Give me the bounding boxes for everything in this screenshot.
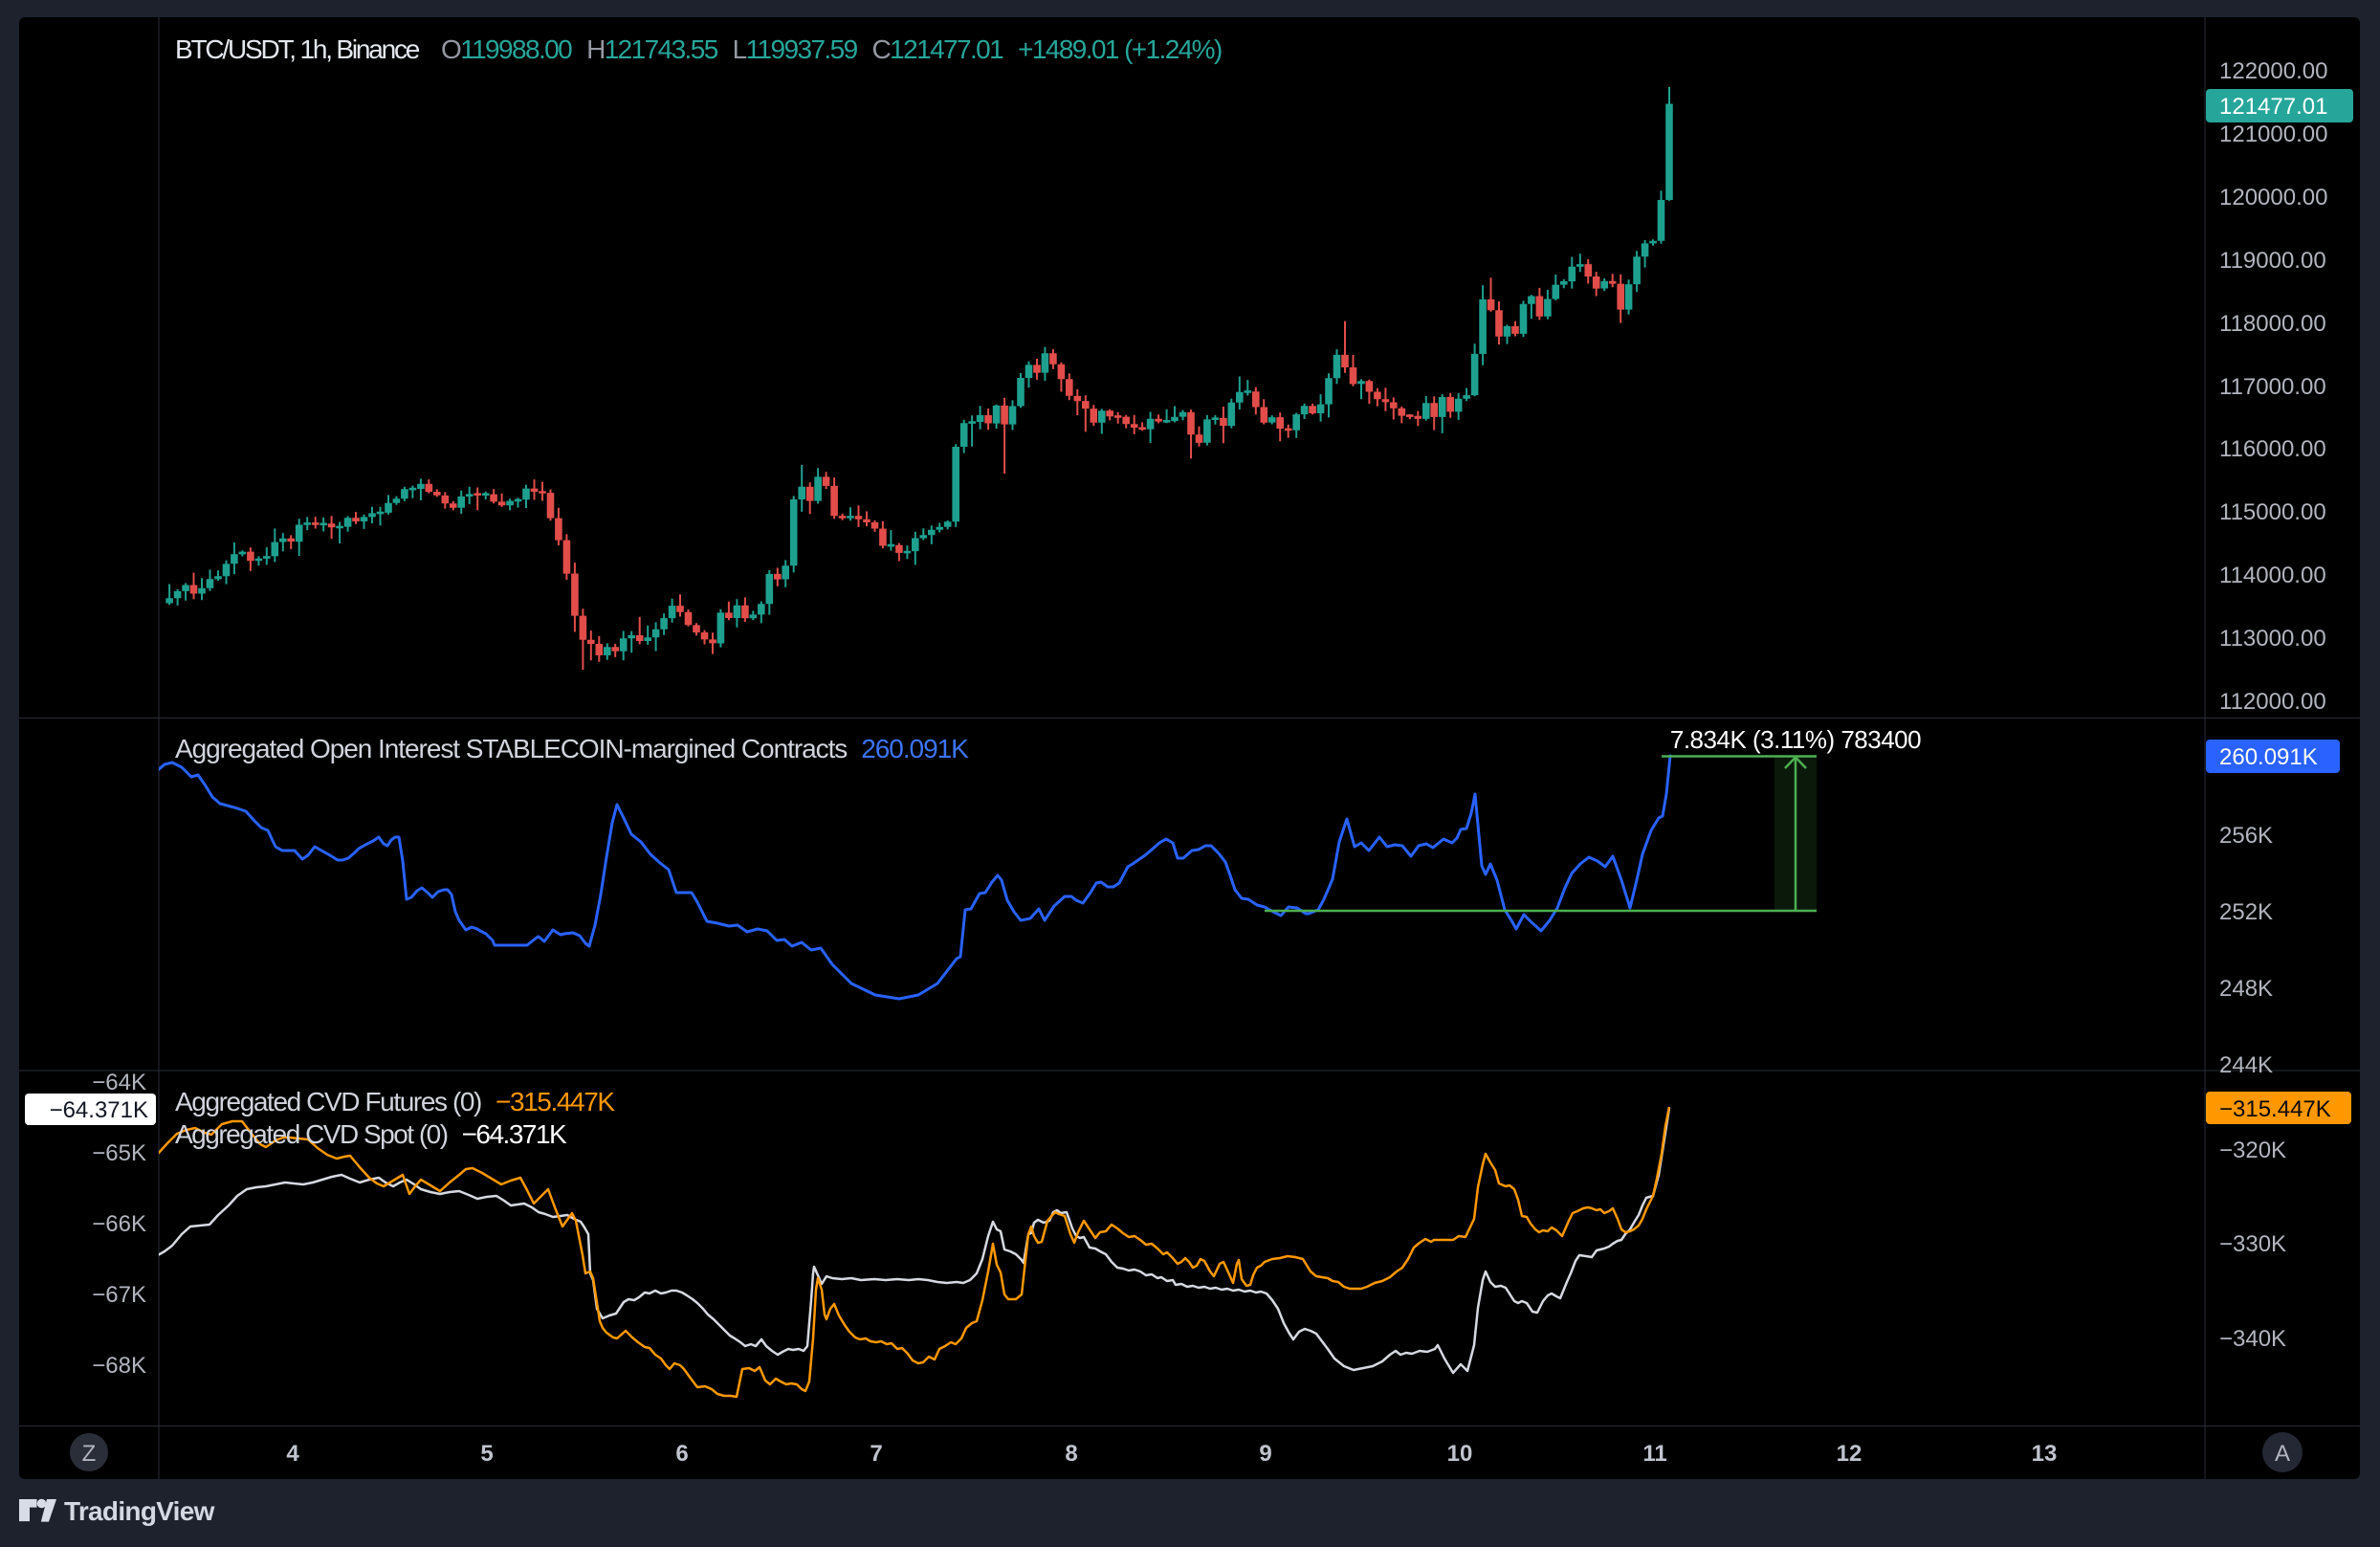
svg-text:117000.00: 117000.00 (2219, 374, 2326, 400)
svg-text:4: 4 (286, 1441, 299, 1467)
svg-text:−64K: −64K (92, 1070, 146, 1095)
svg-text:−330K: −330K (2219, 1231, 2286, 1257)
svg-text:121477.01: 121477.01 (2219, 94, 2327, 120)
svg-text:256K: 256K (2219, 823, 2273, 849)
svg-text:252K: 252K (2219, 899, 2273, 925)
svg-text:122000.00: 122000.00 (2219, 58, 2327, 84)
svg-text:12: 12 (1837, 1441, 1862, 1467)
svg-text:−320K: −320K (2219, 1138, 2286, 1163)
svg-text:Aggregated CVD Spot (0)−64.371: Aggregated CVD Spot (0) −64.371K (175, 1119, 567, 1149)
svg-text:5: 5 (480, 1441, 493, 1467)
svg-text:260.091K: 260.091K (2219, 744, 2318, 770)
svg-text:−67K: −67K (92, 1282, 146, 1308)
svg-text:6: 6 (675, 1441, 688, 1467)
svg-text:9: 9 (1259, 1441, 1271, 1467)
svg-text:121000.00: 121000.00 (2219, 122, 2327, 147)
svg-text:Z: Z (82, 1441, 97, 1467)
svg-text:−66K: −66K (92, 1211, 146, 1237)
svg-text:118000.00: 118000.00 (2219, 311, 2326, 337)
svg-text:11: 11 (1642, 1441, 1666, 1467)
svg-text:7.834K (3.11%) 783400: 7.834K (3.11%) 783400 (1670, 725, 1921, 754)
svg-text:10: 10 (1447, 1441, 1473, 1467)
svg-text:244K: 244K (2219, 1052, 2273, 1078)
svg-text:−65K: −65K (92, 1140, 146, 1166)
svg-text:115000.00: 115000.00 (2219, 499, 2326, 525)
svg-text:−340K: −340K (2219, 1326, 2286, 1352)
svg-text:−64.371K: −64.371K (50, 1097, 148, 1123)
svg-text:119000.00: 119000.00 (2219, 248, 2326, 274)
svg-text:248K: 248K (2219, 976, 2273, 1002)
svg-text:TradingView: TradingView (64, 1496, 215, 1526)
svg-text:7: 7 (870, 1441, 882, 1467)
svg-text:−315.447K: −315.447K (2219, 1096, 2331, 1122)
svg-text:Aggregated CVD Futures (0)−315: Aggregated CVD Futures (0) −315.447K (175, 1087, 615, 1116)
svg-text:113000.00: 113000.00 (2219, 626, 2326, 652)
svg-text:BTC/USDT, 1h, Binance: BTC/USDT, 1h, Binance (175, 34, 420, 64)
svg-text:116000.00: 116000.00 (2219, 436, 2326, 462)
svg-text:Aggregated Open Interest STABL: Aggregated Open Interest STABLECOIN-marg… (175, 734, 969, 763)
svg-text:A: A (2275, 1441, 2290, 1467)
svg-text:8: 8 (1065, 1441, 1077, 1467)
svg-text:120000.00: 120000.00 (2219, 185, 2327, 210)
svg-text:−68K: −68K (92, 1353, 146, 1379)
svg-text:112000.00: 112000.00 (2219, 689, 2326, 715)
svg-text:114000.00: 114000.00 (2219, 563, 2326, 588)
svg-text:13: 13 (2032, 1441, 2058, 1467)
